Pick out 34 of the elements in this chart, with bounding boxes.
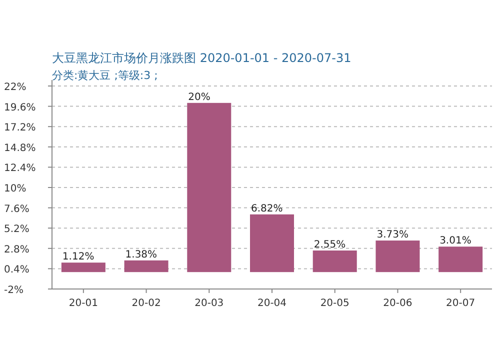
y-tick-label: 10% [4,184,26,194]
x-tick-label: 20-06 [383,298,412,309]
x-tick-label: 20-01 [68,298,98,309]
bar [438,246,483,272]
y-tick-label: 22% [4,82,26,93]
data-label: 3.01% [440,236,472,247]
chart-subtitle: 分类:黄大豆 ;等级:3 ; [52,69,158,82]
bar [312,250,357,272]
bar [376,240,420,272]
x-tick-label: 20-04 [257,298,287,309]
x-tick-label: 20-02 [132,298,161,309]
y-tick-label: 2.8% [4,244,30,256]
x-tick-label: 20-05 [320,298,350,309]
y-tick-label: 5.2% [4,224,30,236]
data-label: 3.73% [376,230,408,241]
y-tick-label: 14.8% [4,142,36,154]
y-tick-label: 17.2% [4,122,36,134]
x-tick-label: 20-03 [194,298,224,309]
bar [250,214,294,272]
data-label: 1.12% [62,252,94,263]
data-label: 6.82% [251,203,283,214]
y-tick-label: 19.6% [4,102,36,114]
x-tick-label: 20-07 [446,298,476,309]
bar [187,102,232,272]
data-label: 1.38% [125,249,158,260]
bar [124,260,168,272]
y-tick-label: -2% [4,285,24,296]
data-label: 2.55% [314,240,346,251]
chart-title: 大豆黑龙江市场价月涨跌图 2020-01-01 - 2020-07-31 [52,51,352,65]
data-label: 20% [188,92,210,103]
y-tick-label: 0.4% [4,264,30,276]
bar [61,262,106,272]
y-tick-label: 7.6% [4,204,30,215]
y-tick-label: 12.4% [4,163,36,174]
